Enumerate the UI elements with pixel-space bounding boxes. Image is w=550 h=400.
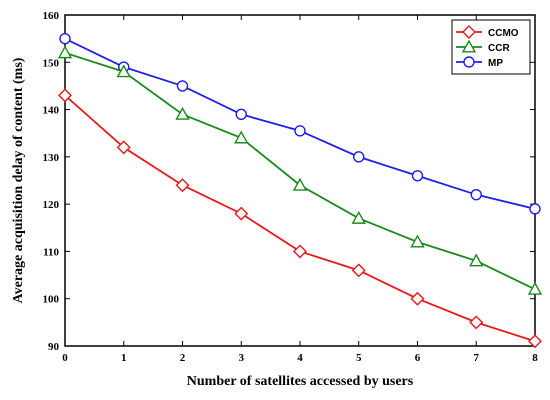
data-point-ccmo (234, 206, 249, 221)
y-tick-label: 150 (43, 57, 60, 69)
x-axis: 0 1 2 3 4 5 6 7 8 (62, 15, 538, 364)
legend: CCMO CCR MP (451, 19, 531, 75)
data-point-ccr (57, 45, 73, 59)
data-point-ccmo (528, 334, 542, 349)
x-tick-label: 7 (474, 352, 480, 364)
x-tick-label: 6 (415, 352, 421, 364)
legend-marker-ccmo (462, 25, 476, 39)
legend-item-mp: MP (456, 56, 503, 69)
y-tick-label: 90 (48, 341, 60, 353)
data-point-ccr (351, 210, 366, 224)
series-ccmo (58, 88, 542, 349)
x-tick-label: 3 (239, 352, 245, 364)
legend-marker-mp (463, 56, 475, 68)
data-point-mp (59, 32, 71, 45)
data-point-ccr (234, 130, 249, 144)
data-point-ccr (292, 177, 308, 191)
data-point-mp (235, 108, 247, 121)
data-point-mp (529, 203, 541, 215)
y-tick-label: 160 (43, 10, 60, 22)
data-point-ccmo (410, 291, 425, 306)
data-point-mp (176, 80, 189, 92)
data-point-ccr (469, 253, 484, 267)
legend-item-ccr: CCR (456, 39, 510, 54)
data-point-mp (470, 188, 482, 201)
data-point-ccmo (58, 88, 72, 103)
y-tick-label: 100 (43, 294, 60, 306)
y-axis: 90 100 110 120 130 140 150 160 (43, 10, 535, 353)
data-point-ccmo (175, 178, 190, 193)
x-tick-label: 2 (180, 352, 186, 364)
data-point-ccr (410, 234, 425, 248)
data-point-ccmo (116, 140, 131, 155)
data-point-mp (353, 151, 365, 163)
y-tick-label: 110 (43, 246, 59, 258)
y-tick-label: 120 (43, 199, 60, 211)
legend-label-ccmo: CCMO (488, 28, 519, 39)
data-point-mp (294, 125, 306, 137)
data-point-ccr (527, 281, 543, 295)
data-point-ccmo (293, 244, 307, 259)
y-axis-title: Average acquisition delay of content (ms… (11, 57, 26, 303)
data-point-ccr (175, 106, 190, 120)
x-tick-label: 8 (532, 352, 538, 364)
y-tick-label: 140 (43, 105, 60, 117)
series-layer (57, 32, 543, 349)
data-point-ccr (116, 64, 131, 78)
legend-label-ccr: CCR (488, 43, 510, 54)
legend-label-mp: MP (488, 58, 503, 69)
x-tick-label: 1 (121, 352, 127, 364)
x-tick-label: 4 (297, 352, 303, 364)
y-tick-label: 130 (43, 152, 60, 164)
x-tick-label: 5 (356, 352, 362, 364)
legend-marker-ccr (461, 39, 477, 53)
x-tick-label: 0 (62, 352, 68, 364)
legend-item-ccmo: CCMO (456, 25, 519, 39)
data-point-ccmo (351, 263, 366, 278)
data-point-mp (411, 170, 424, 182)
data-point-ccmo (469, 315, 484, 330)
series-ccr (57, 45, 543, 295)
x-axis-title: Number of satellites accessed by users (187, 374, 414, 389)
